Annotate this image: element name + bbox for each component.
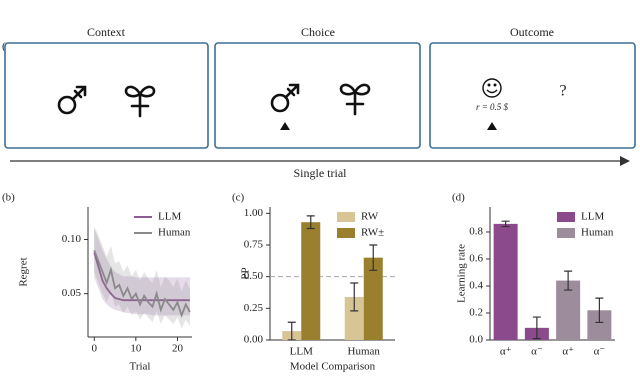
reward-text: r = 0.5 $ — [476, 102, 509, 112]
legend-swatch — [337, 212, 355, 222]
legend-swatch — [557, 228, 575, 238]
y-tick-label: 0.6 — [469, 253, 483, 265]
x-tick-label: Human — [348, 346, 381, 358]
confidence-band — [94, 226, 190, 329]
context-box — [4, 42, 209, 149]
legend-label: Human — [158, 227, 191, 239]
box-title: Outcome — [510, 25, 554, 39]
error-bar — [595, 297, 604, 324]
x-axis-label: Trial — [130, 361, 151, 373]
legend-label: Human — [581, 227, 614, 239]
error-bar — [287, 321, 296, 341]
legend-label: LLM — [158, 211, 181, 223]
legend-label: RW — [361, 211, 379, 223]
box-title: Choice — [301, 25, 335, 39]
error-bar — [532, 316, 541, 340]
legend-swatch — [557, 212, 575, 222]
error-bar — [564, 270, 573, 291]
choice-marker — [280, 122, 290, 130]
y-tick-label: 0.0 — [469, 334, 483, 346]
y-tick-label: 0.25 — [244, 302, 264, 314]
series-line — [93, 250, 191, 319]
choice-box — [214, 42, 421, 149]
x-tick-label: α⁺ — [562, 346, 574, 358]
error-bar — [369, 244, 378, 271]
error-bar — [306, 215, 315, 230]
y-tick-label: 0.10 — [62, 233, 82, 245]
y-axis-label: Learning rate — [456, 244, 468, 303]
y-tick-label: 0.05 — [62, 287, 82, 299]
y-tick-label: 1.00 — [244, 207, 264, 219]
y-tick-label: 0.4 — [469, 280, 483, 292]
x-tick-label: α⁻ — [531, 346, 543, 358]
smiley — [482, 78, 502, 98]
legend-label: LLM — [581, 211, 604, 223]
panel-label: (c) — [232, 192, 245, 204]
outcome-box — [429, 42, 636, 149]
trial-label: Single trial — [294, 166, 348, 180]
error-bar — [501, 220, 510, 228]
unknown-outcome: ? — [559, 83, 566, 100]
legend-label: RW± — [361, 227, 384, 239]
x-tick-label: 10 — [130, 343, 142, 355]
y-tick-label: 0.50 — [244, 270, 264, 282]
y-axis-label: Regret — [18, 257, 30, 286]
legend-swatch — [337, 228, 355, 238]
choice-marker — [487, 122, 497, 130]
panel-label: (d) — [452, 192, 465, 204]
bar — [493, 223, 518, 340]
trial-arrowhead — [620, 156, 630, 166]
error-bar — [350, 282, 359, 312]
bar — [301, 222, 321, 340]
box-title: Context — [87, 25, 126, 39]
bar — [344, 296, 364, 340]
y-tick-label: 0.8 — [469, 226, 483, 238]
x-tick-label: 20 — [172, 343, 184, 355]
y-axis-label: PP — [240, 267, 252, 279]
bar — [363, 257, 383, 340]
x-tick-label: 0 — [91, 343, 97, 355]
x-tick-label: LLM — [290, 346, 313, 358]
y-tick-label: 0.75 — [244, 239, 264, 251]
y-tick-label: 0.00 — [244, 334, 264, 346]
x-tick-label: α⁻ — [594, 346, 606, 358]
confidence-band — [94, 228, 190, 316]
panel-label: (b) — [2, 192, 15, 204]
x-axis-label: Model Comparison — [290, 361, 376, 373]
x-tick-label: α⁺ — [500, 346, 512, 358]
y-tick-label: 0.2 — [469, 307, 483, 319]
